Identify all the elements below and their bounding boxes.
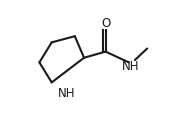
Text: O: O bbox=[101, 17, 110, 30]
Text: NH: NH bbox=[58, 87, 75, 100]
Text: NH: NH bbox=[121, 61, 139, 73]
